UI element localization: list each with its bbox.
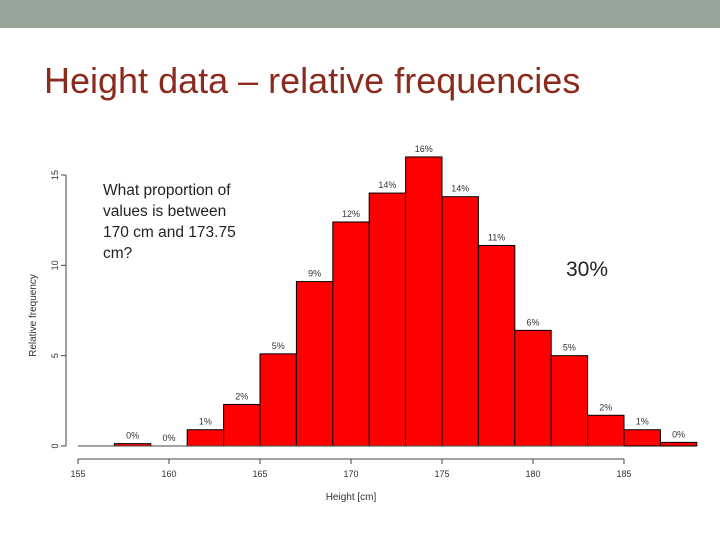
bar-label: 9% bbox=[308, 269, 321, 279]
bar-label: 5% bbox=[272, 341, 285, 351]
histogram-bar bbox=[659, 441, 698, 447]
x-axis-label: Height [cm] bbox=[326, 492, 377, 503]
x-tick-label: 175 bbox=[434, 469, 449, 479]
histogram-bar bbox=[368, 192, 407, 447]
histogram-bar bbox=[186, 429, 225, 447]
y-tick-label: 5 bbox=[50, 353, 60, 358]
top-bar bbox=[0, 0, 720, 28]
slide-title: Height data – relative frequencies bbox=[44, 60, 581, 101]
question-text: What proportion of values is between 170… bbox=[103, 182, 236, 262]
histogram-bar bbox=[587, 414, 625, 447]
bar-label: 14% bbox=[451, 184, 469, 194]
x-tick-label: 185 bbox=[616, 469, 631, 479]
bar-label: 0% bbox=[126, 431, 139, 441]
bar-label: 12% bbox=[342, 209, 360, 219]
bar-label: 11% bbox=[488, 232, 505, 242]
x-tick-label: 155 bbox=[70, 469, 85, 479]
histogram-bar bbox=[623, 429, 661, 447]
y-tick-label: 0 bbox=[50, 443, 60, 448]
histogram-bar bbox=[441, 196, 479, 447]
bar-label: 6% bbox=[526, 317, 539, 327]
bar-label: 1% bbox=[199, 417, 212, 427]
x-tick-label: 170 bbox=[343, 469, 358, 479]
bar-label: 2% bbox=[235, 391, 248, 401]
histogram-bar bbox=[514, 329, 552, 447]
histogram-bar bbox=[295, 281, 334, 447]
bar-label: 1% bbox=[636, 417, 649, 427]
x-tick-label: 165 bbox=[252, 469, 267, 479]
bar-label: 2% bbox=[599, 402, 612, 412]
histogram-bar bbox=[477, 244, 516, 447]
bar-label: 16% bbox=[415, 144, 433, 154]
y-tick-label: 15 bbox=[50, 170, 60, 180]
y-axis-label: Relative frequency bbox=[28, 274, 39, 357]
x-tick-label: 180 bbox=[525, 469, 540, 479]
histogram-bar bbox=[332, 221, 370, 447]
histogram-bar bbox=[550, 355, 589, 447]
x-tick-label: 160 bbox=[161, 469, 176, 479]
histogram-bar bbox=[405, 156, 443, 447]
histogram-bar bbox=[223, 403, 261, 447]
y-tick-label: 10 bbox=[50, 260, 60, 270]
bar-label: 14% bbox=[378, 180, 396, 190]
bar-label: 0% bbox=[672, 429, 685, 439]
histogram-bar bbox=[259, 353, 297, 447]
bar-label: 0% bbox=[162, 433, 175, 443]
bar-label: 5% bbox=[563, 343, 576, 353]
answer-text: 30% bbox=[566, 258, 609, 281]
